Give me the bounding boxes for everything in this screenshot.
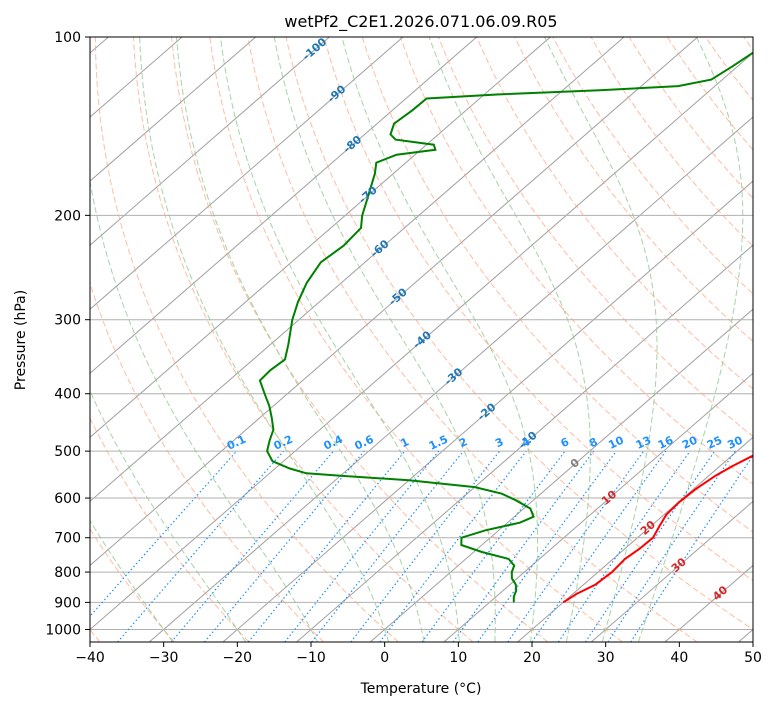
x-tick-label: 30 bbox=[597, 650, 615, 666]
x-tick-label: 20 bbox=[523, 650, 541, 666]
y-tick-label: 200 bbox=[54, 208, 81, 224]
mixing-ratio-line bbox=[584, 450, 716, 642]
x-tick-label: 40 bbox=[670, 650, 688, 666]
y-tick-label: 800 bbox=[54, 565, 81, 581]
sounding-series bbox=[258, 51, 753, 604]
mixing-ratio-label: 16 bbox=[656, 433, 676, 451]
mixing-ratio-line bbox=[630, 454, 753, 642]
moist-adiabat bbox=[637, 37, 744, 642]
dry-adiabat bbox=[90, 281, 325, 642]
plot-frame bbox=[89, 36, 754, 643]
mixing-ratio-line bbox=[507, 450, 645, 642]
x-tick-label: −30 bbox=[149, 650, 179, 666]
dry-adiabats bbox=[90, 37, 753, 642]
y-tick-label: 500 bbox=[54, 444, 81, 460]
y-tick-label: 700 bbox=[54, 531, 81, 547]
mixing-ratio-label: 10 bbox=[606, 433, 626, 451]
dry-adiabat bbox=[476, 37, 753, 390]
y-tick-label: 100 bbox=[54, 30, 81, 46]
dry-adiabat bbox=[628, 37, 753, 200]
isotherm-line bbox=[443, 372, 753, 642]
x-axis-ticks: −40 −30 −20 −10 0 10 20 30 40 50 bbox=[75, 642, 762, 666]
isotherm-line bbox=[517, 436, 753, 642]
x-tick-label: 10 bbox=[449, 650, 467, 666]
temperature-profile bbox=[562, 454, 753, 604]
isotherm-line bbox=[590, 500, 753, 642]
moist-adiabat bbox=[139, 37, 390, 642]
isotherm-line bbox=[90, 37, 551, 438]
dry-adiabat bbox=[590, 37, 753, 247]
isotherm-line bbox=[90, 52, 753, 631]
dry-adiabat bbox=[90, 528, 175, 642]
plot-area: -100-90-80-70-60-50-40-30-20-10010203040… bbox=[90, 37, 753, 642]
dry-adiabat bbox=[438, 37, 753, 437]
x-tick-label: −20 bbox=[223, 650, 253, 666]
mixing-ratio-label: 20 bbox=[680, 433, 700, 451]
dry-adiabat bbox=[552, 37, 753, 295]
mixing-ratio-line bbox=[557, 450, 691, 642]
moist-adiabat bbox=[90, 178, 319, 642]
isotherm-line bbox=[90, 37, 404, 310]
dry-adiabat bbox=[323, 37, 753, 582]
isotherm-line bbox=[90, 37, 699, 567]
isotherm-line bbox=[90, 37, 257, 182]
mixing-ratio-line bbox=[379, 450, 527, 642]
dry-adiabat bbox=[209, 37, 623, 642]
y-axis-title: Pressure (hPa) bbox=[13, 290, 29, 390]
x-tick-label: 0 bbox=[380, 650, 389, 666]
mixing-ratio-line bbox=[607, 450, 736, 642]
y-tick-label: 900 bbox=[54, 595, 81, 611]
mixing-ratio-line bbox=[247, 450, 406, 642]
dry-adiabat bbox=[285, 37, 753, 631]
dry-adiabat bbox=[94, 37, 399, 642]
dry-adiabat bbox=[133, 37, 474, 642]
x-tick-label: −40 bbox=[75, 650, 105, 666]
dewpoint-profile bbox=[258, 51, 753, 603]
moist-adiabat bbox=[341, 37, 539, 642]
mixing-ratio-label: 30 bbox=[725, 433, 745, 451]
dry-adiabat bbox=[399, 37, 753, 485]
mixing-ratio-line bbox=[477, 450, 617, 642]
isotherm-line bbox=[90, 37, 478, 374]
mixing-ratio-line bbox=[452, 450, 595, 642]
pressure-grid bbox=[90, 37, 753, 630]
isotherm-line bbox=[369, 308, 753, 642]
moist-adiabat bbox=[176, 37, 425, 642]
mixing-ratio-line bbox=[284, 450, 440, 642]
y-axis-ticks: 100 200 300 400 500 600 700 800 900 1000 bbox=[45, 30, 90, 639]
mixing-ratio-label: 13 bbox=[634, 434, 653, 452]
mixing-ratio-lines bbox=[90, 450, 753, 642]
x-tick-label: −10 bbox=[296, 650, 326, 666]
mixing-ratio-line bbox=[421, 450, 566, 642]
moist-adiabat bbox=[220, 37, 460, 642]
x-tick-label: 50 bbox=[744, 650, 762, 666]
isotherm-line bbox=[90, 37, 330, 246]
isotherm-line bbox=[148, 116, 753, 642]
y-tick-label: 600 bbox=[54, 491, 81, 507]
moist-adiabat bbox=[428, 37, 591, 642]
mixing-ratio-line bbox=[311, 450, 464, 642]
y-tick-label: 400 bbox=[54, 387, 81, 403]
mixing-ratio-label: 25 bbox=[705, 434, 724, 452]
y-tick-label: 300 bbox=[54, 313, 81, 329]
mixing-ratio-line bbox=[90, 450, 238, 618]
mixing-ratio-line bbox=[531, 450, 667, 642]
isotherm-line bbox=[222, 180, 753, 642]
chart-title: wetPf2_C2E1.2026.071.06.09.R05 bbox=[284, 12, 557, 32]
dry-adiabat bbox=[514, 37, 753, 343]
x-axis-title: Temperature (°C) bbox=[360, 681, 482, 697]
isotherm-line bbox=[90, 37, 625, 503]
y-tick-label: 1000 bbox=[45, 623, 81, 639]
dry-adiabat bbox=[247, 37, 698, 642]
mixing-ratio-line bbox=[204, 450, 365, 642]
